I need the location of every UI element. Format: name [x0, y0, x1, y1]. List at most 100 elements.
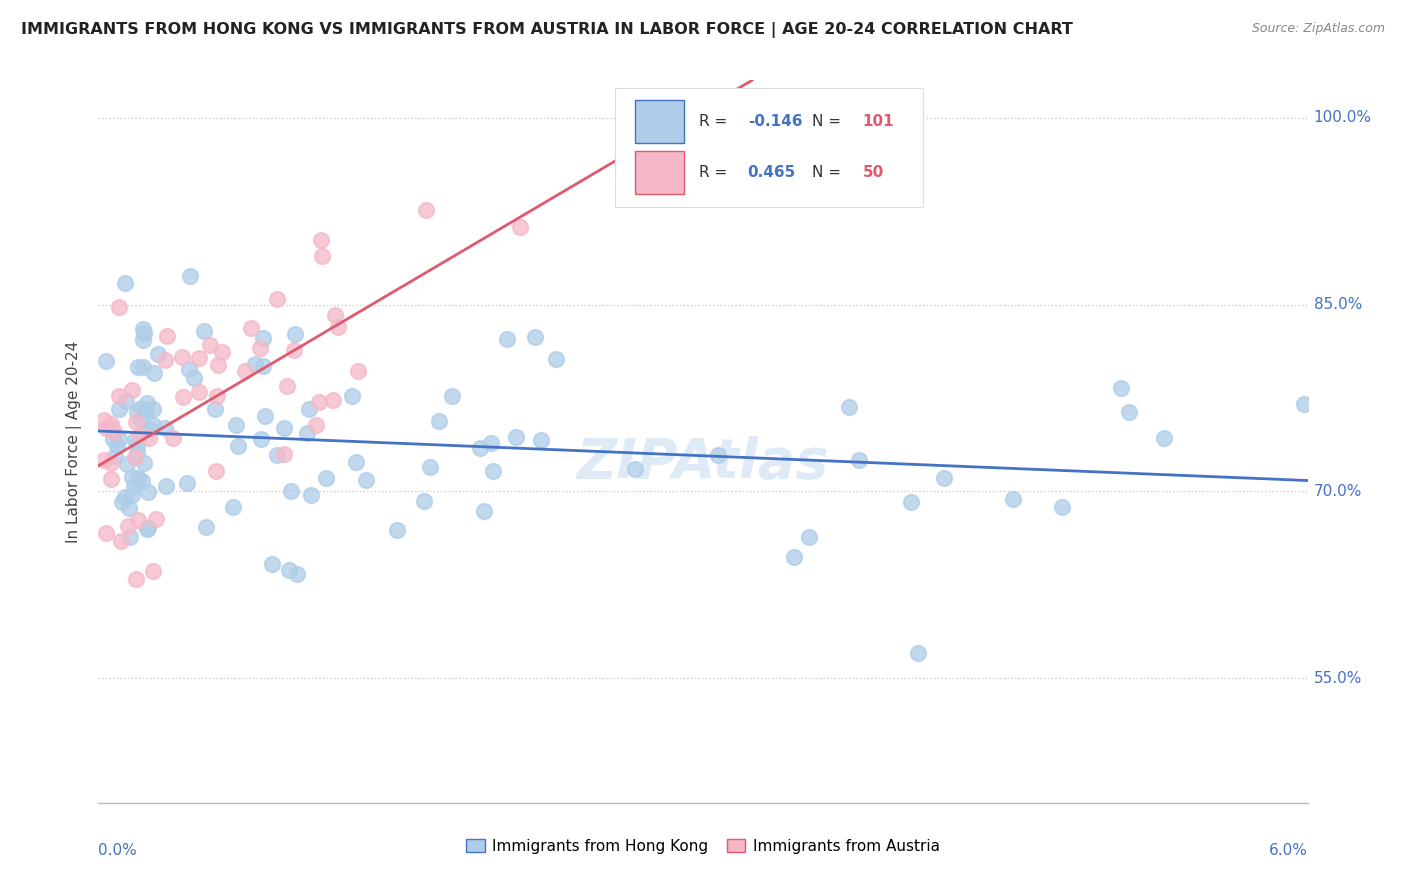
- Text: 0.0%: 0.0%: [98, 843, 138, 857]
- Text: 0.465: 0.465: [748, 165, 796, 180]
- Point: [188, 385, 211, 400]
- Point: [198, 338, 221, 352]
- Point: [107, 402, 129, 417]
- Text: N =: N =: [811, 114, 845, 129]
- Point: [127, 471, 149, 485]
- Point: [309, 233, 332, 247]
- Point: [298, 401, 321, 416]
- Point: [207, 358, 229, 372]
- Point: [193, 324, 215, 338]
- Point: [524, 330, 547, 344]
- Point: [132, 333, 155, 347]
- Point: [252, 359, 274, 373]
- Point: [125, 415, 148, 429]
- Point: [188, 351, 211, 365]
- Text: 101: 101: [863, 114, 894, 129]
- Point: [194, 520, 217, 534]
- Point: [440, 389, 463, 403]
- Point: [427, 414, 450, 428]
- Point: [132, 322, 155, 336]
- Point: [121, 469, 143, 483]
- Point: [479, 436, 502, 450]
- Point: [624, 462, 647, 476]
- Point: [121, 488, 143, 502]
- Text: 6.0%: 6.0%: [1268, 843, 1308, 857]
- Text: 85.0%: 85.0%: [1313, 297, 1362, 312]
- Point: [131, 401, 153, 416]
- Point: [211, 345, 233, 359]
- Text: ZIPAtlas: ZIPAtlas: [576, 436, 830, 491]
- Point: [153, 353, 176, 368]
- Text: -0.146: -0.146: [748, 114, 803, 129]
- Point: [207, 389, 229, 403]
- Point: [132, 359, 155, 374]
- Point: [145, 512, 167, 526]
- Point: [468, 441, 491, 455]
- Point: [117, 519, 139, 533]
- Point: [226, 439, 249, 453]
- Point: [94, 525, 117, 540]
- Point: [299, 488, 322, 502]
- Point: [138, 431, 160, 445]
- Point: [315, 471, 337, 485]
- Point: [142, 564, 165, 578]
- Point: [132, 456, 155, 470]
- Point: [273, 447, 295, 461]
- Point: [114, 277, 136, 291]
- Point: [172, 390, 194, 404]
- Point: [103, 425, 125, 439]
- Point: [419, 459, 441, 474]
- FancyBboxPatch shape: [636, 100, 683, 143]
- Point: [266, 293, 288, 307]
- Point: [94, 354, 117, 368]
- Point: [114, 490, 136, 504]
- Point: [848, 453, 870, 467]
- Point: [250, 432, 273, 446]
- Point: [170, 350, 193, 364]
- Point: [142, 417, 165, 432]
- Point: [155, 479, 177, 493]
- Point: [900, 495, 922, 509]
- Point: [305, 418, 328, 433]
- Text: 50: 50: [863, 165, 884, 180]
- Point: [344, 455, 367, 469]
- Legend: Immigrants from Hong Kong, Immigrants from Austria: Immigrants from Hong Kong, Immigrants fr…: [460, 833, 946, 860]
- Y-axis label: In Labor Force | Age 20-24: In Labor Force | Age 20-24: [66, 341, 83, 542]
- Point: [101, 432, 124, 446]
- Text: IMMIGRANTS FROM HONG KONG VS IMMIGRANTS FROM AUSTRIA IN LABOR FORCE | AGE 20-24 : IMMIGRANTS FROM HONG KONG VS IMMIGRANTS …: [21, 22, 1073, 38]
- Point: [136, 485, 159, 500]
- Text: R =: R =: [699, 165, 733, 180]
- Text: R =: R =: [699, 114, 733, 129]
- Point: [111, 495, 134, 509]
- Point: [907, 646, 929, 660]
- Point: [934, 471, 956, 485]
- Point: [225, 418, 247, 433]
- Point: [544, 352, 567, 367]
- Point: [204, 402, 226, 417]
- Point: [472, 504, 495, 518]
- Point: [297, 426, 319, 441]
- Point: [1153, 431, 1175, 445]
- Point: [415, 203, 437, 218]
- Point: [110, 533, 132, 548]
- Point: [323, 308, 346, 322]
- Point: [249, 341, 271, 355]
- Point: [93, 412, 115, 426]
- Point: [243, 357, 266, 371]
- Point: [108, 432, 131, 446]
- Point: [1050, 500, 1073, 514]
- Point: [100, 417, 122, 431]
- Point: [162, 431, 184, 445]
- Text: Source: ZipAtlas.com: Source: ZipAtlas.com: [1251, 22, 1385, 36]
- Point: [115, 393, 138, 408]
- Point: [127, 445, 149, 459]
- Point: [179, 362, 201, 376]
- Point: [311, 250, 333, 264]
- Point: [93, 453, 115, 467]
- Point: [530, 434, 553, 448]
- Point: [505, 430, 527, 444]
- Point: [108, 300, 131, 314]
- Point: [783, 549, 806, 564]
- Point: [254, 409, 277, 423]
- Point: [118, 530, 141, 544]
